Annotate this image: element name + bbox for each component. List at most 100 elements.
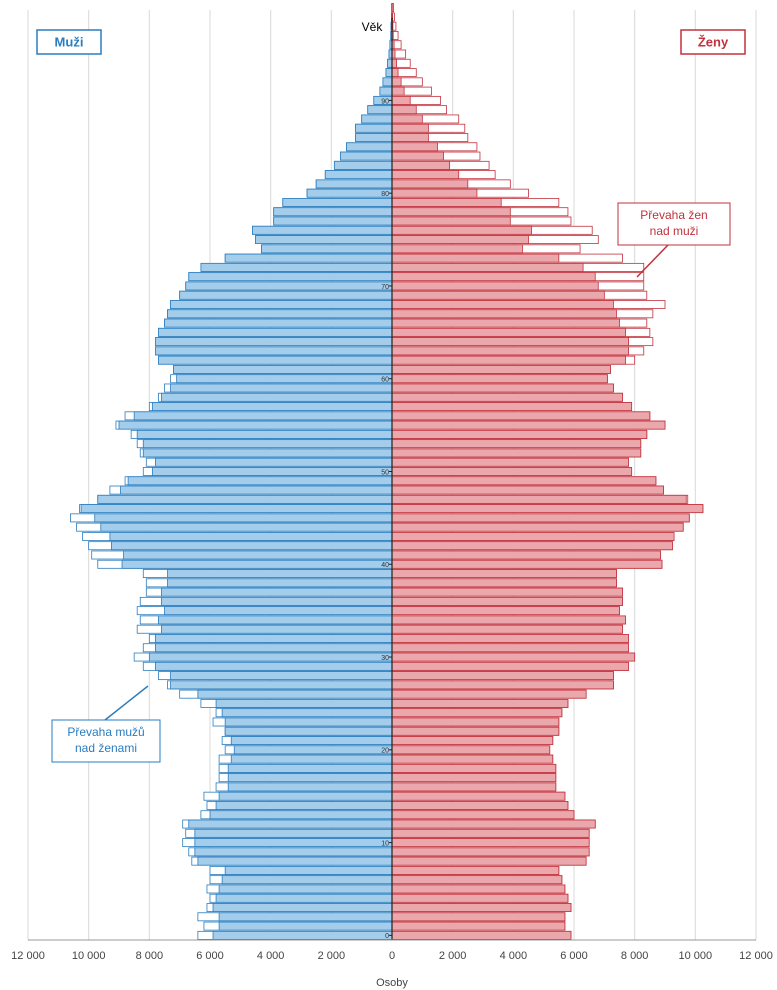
bar	[391, 392, 623, 402]
bar	[161, 392, 393, 402]
bar	[100, 522, 393, 532]
bar	[391, 420, 666, 430]
bar	[120, 485, 393, 495]
bar	[212, 903, 393, 912]
bar	[391, 290, 605, 300]
bar	[154, 337, 393, 347]
bar	[391, 708, 563, 718]
bar	[179, 290, 393, 300]
bar	[118, 420, 393, 430]
y-tick-label: 50	[381, 469, 389, 476]
annotation-text: Převaha mužů	[67, 725, 144, 739]
bar	[391, 86, 405, 96]
bar	[391, 522, 684, 532]
x-tick-label: 8 000	[136, 950, 164, 962]
bar	[218, 884, 393, 894]
x-tick-label: 4 000	[257, 950, 285, 962]
bar	[391, 411, 651, 421]
bar	[391, 151, 444, 161]
bar	[324, 170, 393, 180]
bar	[194, 828, 393, 838]
bar	[170, 383, 393, 393]
bar	[176, 374, 393, 384]
annotation-leader	[636, 244, 669, 278]
bar	[161, 624, 393, 634]
bar	[188, 272, 393, 282]
bar	[142, 448, 393, 458]
bar	[391, 133, 429, 142]
bar	[306, 188, 393, 198]
bar	[340, 151, 393, 161]
bar	[391, 680, 614, 690]
bar	[391, 763, 557, 773]
bar	[194, 847, 393, 857]
bar	[391, 309, 617, 319]
bar	[185, 281, 393, 291]
bar	[391, 485, 664, 495]
bar	[224, 865, 393, 875]
bar	[391, 847, 590, 857]
bar	[194, 838, 393, 848]
bar	[391, 865, 560, 875]
bar	[161, 587, 393, 597]
y-tick-label: 70	[381, 284, 389, 291]
bar	[391, 402, 633, 411]
bar	[391, 875, 563, 885]
y-tick-label: 90	[381, 98, 389, 105]
x-tick-label: 10 000	[72, 950, 106, 962]
bar	[215, 893, 393, 903]
bar	[161, 596, 393, 606]
bar	[121, 559, 393, 569]
bar	[215, 801, 393, 810]
bar	[391, 884, 566, 894]
bar	[212, 930, 393, 940]
bar	[282, 198, 393, 207]
bar	[391, 123, 429, 133]
bar	[391, 114, 423, 124]
bar	[391, 903, 572, 912]
bar	[170, 671, 393, 681]
bar	[391, 476, 657, 486]
bar	[170, 680, 393, 690]
bar	[391, 244, 523, 254]
annotation-text: nad ženami	[75, 741, 137, 755]
bar	[391, 606, 620, 616]
bar	[391, 773, 557, 783]
bar	[391, 504, 704, 514]
bar	[391, 77, 402, 87]
bar	[154, 346, 393, 356]
bar	[97, 494, 393, 504]
bar	[221, 708, 393, 718]
bar	[167, 309, 393, 319]
bar	[391, 689, 587, 699]
bar	[218, 921, 393, 931]
bar	[154, 457, 393, 467]
bar	[333, 160, 393, 170]
bar	[391, 494, 687, 504]
bar	[391, 216, 511, 226]
bar	[391, 179, 469, 189]
bar	[148, 652, 393, 662]
bar	[391, 912, 566, 922]
bar	[273, 216, 393, 226]
x-tick-label: 10 000	[679, 950, 713, 962]
bar	[197, 856, 393, 866]
x-tick-label: 12 000	[11, 950, 45, 962]
bar	[391, 355, 626, 365]
bar	[385, 68, 393, 78]
bar	[391, 782, 557, 792]
bar	[391, 281, 599, 291]
bar	[158, 355, 393, 365]
y-tick-label: 60	[381, 377, 389, 384]
bar	[391, 235, 529, 245]
bar	[391, 569, 617, 578]
bar	[355, 133, 393, 142]
bar	[391, 532, 675, 541]
bar	[170, 300, 393, 309]
bar	[123, 550, 393, 560]
bar	[255, 235, 393, 245]
bar	[391, 457, 630, 467]
bar	[391, 337, 630, 347]
bar	[391, 587, 623, 597]
bar	[391, 374, 608, 384]
